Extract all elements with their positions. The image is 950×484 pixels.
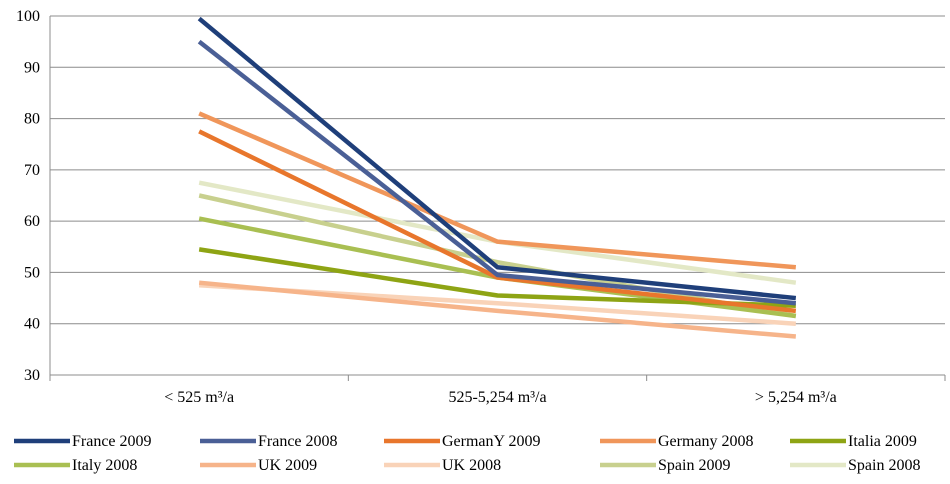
legend-label: UK 2008 — [442, 457, 501, 474]
legend-label: Italy 2008 — [72, 457, 137, 474]
series-line-italia-2009 — [198, 247, 796, 309]
x-category-label: < 525 m³/a — [164, 389, 234, 406]
legend-label: Spain 2008 — [848, 457, 920, 474]
y-tick-label: 50 — [24, 264, 40, 281]
y-tick-label: 100 — [16, 8, 40, 25]
y-tick-label: 70 — [24, 162, 40, 179]
series-line-france-2009 — [197, 16, 797, 301]
legend-label: GermanY 2009 — [442, 433, 541, 450]
y-axis: 30 40 50 60 70 80 90 100 — [16, 8, 51, 384]
series-line-germany-2009 — [198, 129, 797, 314]
y-tick-label: 80 — [24, 111, 40, 128]
legend-label: Germany 2008 — [658, 433, 754, 450]
legend-label: UK 2009 — [258, 457, 317, 474]
series-line-germany-2008 — [198, 111, 797, 270]
legend-label: France 2009 — [72, 433, 152, 450]
legend-label: France 2008 — [258, 433, 338, 450]
legend-label: Spain 2009 — [658, 457, 730, 474]
legend-label: Italia 2009 — [848, 433, 917, 450]
y-tick-label: 40 — [24, 316, 40, 333]
gridlines — [50, 15, 945, 325]
x-category-label: 525-5,254 m³/a — [448, 389, 546, 406]
y-tick-label: 60 — [24, 213, 40, 230]
series-lines — [197, 16, 797, 339]
y-tick-label: 90 — [24, 59, 40, 76]
x-axis: < 525 m³/a 525-5,254 m³/a > 5,254 m³/a — [49, 374, 946, 406]
series-line-uk-2009 — [198, 280, 797, 339]
y-tick-label: 30 — [24, 367, 40, 384]
series-line-france-2008 — [197, 39, 797, 306]
legend: France 2009 France 2008 GermanY 2009 German… — [14, 433, 920, 474]
x-category-label: > 5,254 m³/a — [755, 389, 837, 406]
series-line-spain-2009 — [198, 193, 797, 319]
